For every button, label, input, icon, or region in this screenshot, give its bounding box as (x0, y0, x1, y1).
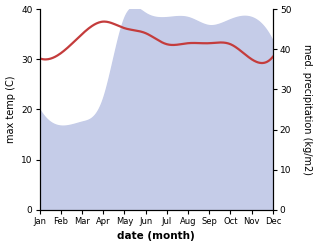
Y-axis label: max temp (C): max temp (C) (5, 76, 16, 143)
Y-axis label: med. precipitation (kg/m2): med. precipitation (kg/m2) (302, 44, 313, 175)
X-axis label: date (month): date (month) (117, 231, 195, 242)
